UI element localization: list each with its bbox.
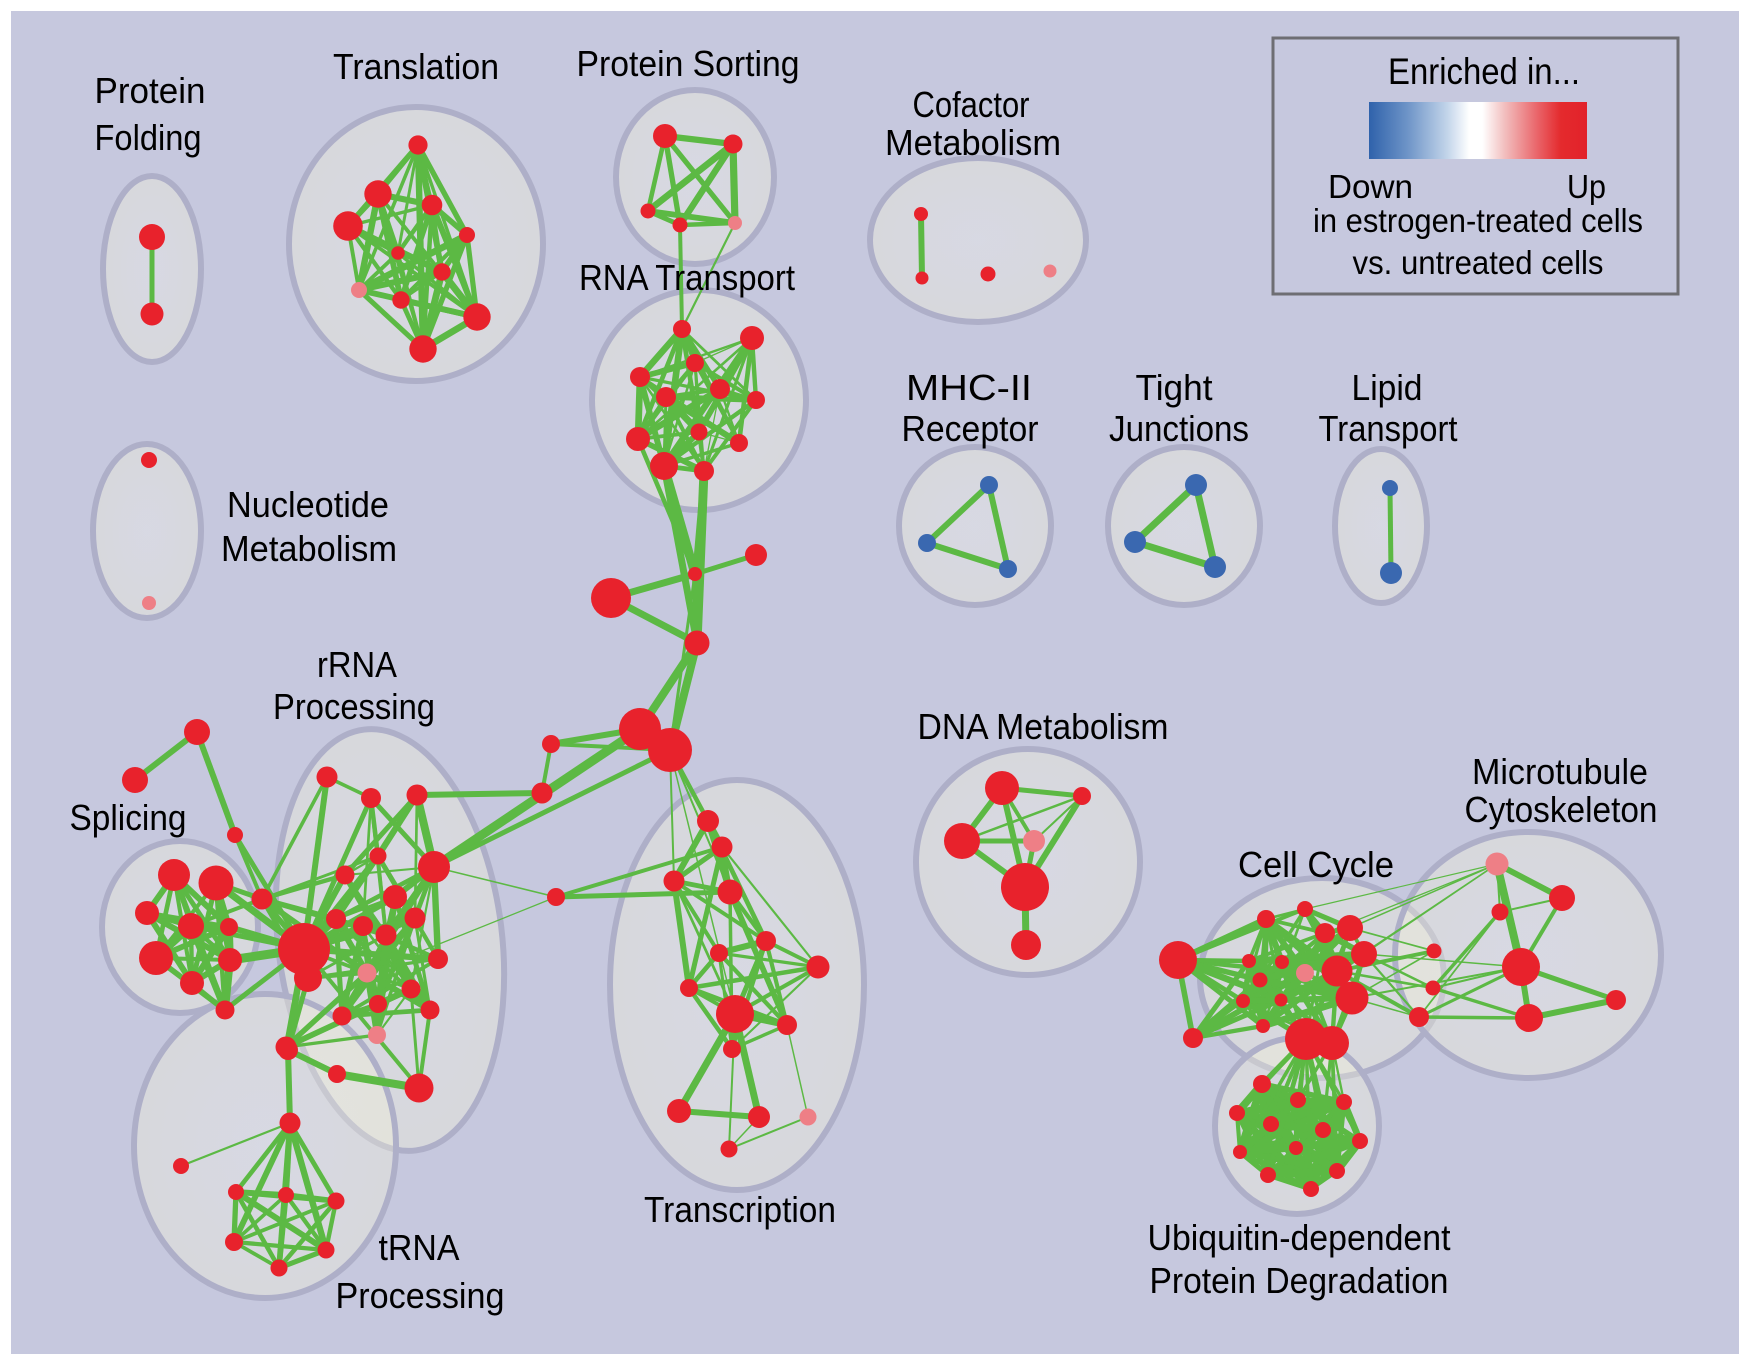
svg-text:rRNA: rRNA [317, 644, 397, 685]
svg-text:DNA Metabolism: DNA Metabolism [918, 706, 1169, 747]
svg-text:Cell Cycle: Cell Cycle [1238, 844, 1394, 885]
svg-text:Metabolism: Metabolism [885, 122, 1061, 163]
svg-text:Protein Degradation: Protein Degradation [1150, 1260, 1449, 1301]
svg-text:in estrogen-treated cells: in estrogen-treated cells [1313, 202, 1643, 239]
svg-text:Metabolism: Metabolism [221, 528, 397, 569]
svg-text:Cofactor: Cofactor [913, 84, 1030, 125]
svg-text:Microtubule: Microtubule [1472, 751, 1648, 792]
svg-text:Ubiquitin-dependent: Ubiquitin-dependent [1148, 1217, 1451, 1258]
svg-text:Protein Sorting: Protein Sorting [577, 43, 800, 84]
svg-text:Lipid: Lipid [1352, 367, 1423, 408]
svg-text:tRNA: tRNA [379, 1227, 460, 1268]
svg-text:vs. untreated cells: vs. untreated cells [1353, 244, 1604, 281]
svg-text:Cytoskeleton: Cytoskeleton [1465, 789, 1658, 830]
svg-text:Processing: Processing [336, 1275, 505, 1316]
svg-text:Down: Down [1328, 168, 1413, 205]
svg-text:Protein: Protein [95, 70, 206, 111]
svg-text:Enriched in...: Enriched in... [1388, 51, 1580, 92]
svg-text:Receptor: Receptor [902, 408, 1039, 449]
svg-text:RNA Transport: RNA Transport [579, 257, 795, 298]
svg-text:Nucleotide: Nucleotide [227, 484, 389, 525]
svg-text:Up: Up [1567, 168, 1606, 205]
svg-text:MHC-II: MHC-II [906, 367, 1032, 408]
svg-text:Transcription: Transcription [644, 1189, 836, 1230]
svg-text:Transport: Transport [1319, 408, 1458, 449]
svg-text:Junctions: Junctions [1109, 408, 1249, 449]
svg-text:Processing: Processing [273, 686, 435, 727]
svg-text:Tight: Tight [1136, 367, 1213, 408]
svg-text:Folding: Folding [95, 117, 202, 158]
svg-text:Splicing: Splicing [70, 797, 187, 838]
svg-text:Translation: Translation [333, 46, 499, 87]
